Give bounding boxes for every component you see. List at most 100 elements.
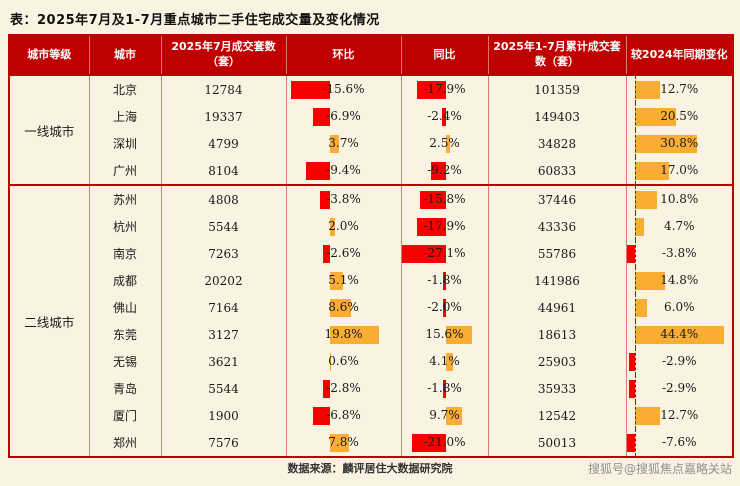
- positive-bar: [634, 134, 697, 153]
- negative-bar: [431, 161, 447, 180]
- mom-bar-cell: -2.8%: [286, 375, 402, 402]
- city-cell: 苏州: [89, 184, 162, 213]
- zero-baseline: [634, 103, 636, 130]
- change-bar-cell: -2.9%: [626, 375, 733, 402]
- footer: 数据来源：麟评居住大数据研究院 搜狐号@搜狐焦点嘉略关站: [0, 460, 740, 478]
- city-cell: 郑州: [89, 429, 162, 457]
- bar-label: 20.5%: [660, 109, 699, 123]
- mom-bar-cell: 19.8%: [286, 321, 402, 348]
- table-row: 东莞 3127 19.8% 15.6% 18613 44.4%: [9, 321, 733, 348]
- cum-volume-cell: 141986: [488, 267, 627, 294]
- bar-label: 8.6%: [328, 300, 359, 314]
- header-jul-volume: 2025年7月成交套数（套）: [161, 35, 287, 76]
- negative-bar: [411, 433, 447, 452]
- bar-label: -9.2%: [427, 163, 462, 177]
- bar-label: -1.8%: [427, 381, 462, 395]
- city-cell: 青岛: [89, 375, 162, 402]
- bar-label: 12.7%: [660, 408, 699, 422]
- mom-bar-cell: 5.1%: [286, 267, 402, 294]
- cum-volume-cell: 101359: [488, 75, 627, 103]
- bar-label: -21.0%: [423, 435, 466, 449]
- change-bar-cell: 20.5%: [626, 103, 733, 130]
- mom-bar-cell: 3.7%: [286, 130, 402, 157]
- yoy-bar-cell: -9.2%: [401, 157, 489, 185]
- city-cell: 广州: [89, 157, 162, 185]
- jul-volume-cell: 1900: [161, 402, 287, 429]
- bar-label: -2.6%: [326, 246, 361, 260]
- bar-label: 10.8%: [660, 192, 699, 206]
- bar-label: -2.9%: [661, 354, 697, 368]
- cum-volume-cell: 34828: [488, 130, 627, 157]
- change-bar-cell: 14.8%: [626, 267, 733, 294]
- yoy-bar-cell: 15.6%: [401, 321, 489, 348]
- bar-label: -3.8%: [326, 192, 361, 206]
- city-cell: 南京: [89, 240, 162, 267]
- negative-bar: [627, 244, 635, 263]
- table-row: 成都 20202 5.1% -1.8% 141986 14.8%: [9, 267, 733, 294]
- yoy-bar-cell: -17.9%: [401, 75, 489, 103]
- bar-label: 12.7%: [660, 82, 699, 96]
- city-cell: 佛山: [89, 294, 162, 321]
- jul-volume-cell: 5544: [161, 375, 287, 402]
- cum-volume-cell: 37446: [488, 184, 627, 213]
- zero-baseline: [634, 157, 636, 184]
- negative-bar: [416, 80, 447, 99]
- bar-label: -2.0%: [427, 300, 462, 314]
- yoy-bar-cell: -1.8%: [401, 375, 489, 402]
- positive-bar: [329, 217, 335, 236]
- yoy-bar-cell: -17.9%: [401, 213, 489, 240]
- city-cell: 杭州: [89, 213, 162, 240]
- negative-bar: [401, 244, 447, 263]
- bar-label: 4.7%: [664, 219, 695, 233]
- bar-label: -2.4%: [427, 109, 462, 123]
- jul-volume-cell: 8104: [161, 157, 287, 185]
- jul-volume-cell: 7576: [161, 429, 287, 457]
- bar-label: 19.8%: [324, 327, 363, 341]
- bar-label: 44.4%: [660, 327, 699, 341]
- yoy-bar-cell: -2.0%: [401, 294, 489, 321]
- watermark: 搜狐号@搜狐焦点嘉略关站: [587, 462, 732, 476]
- cum-volume-cell: 55786: [488, 240, 627, 267]
- table-row: 佛山 7164 8.6% -2.0% 44961 6.0%: [9, 294, 733, 321]
- data-table: 城市等级 城市 2025年7月成交套数（套） 环比 同比 2025年1-7月累计…: [8, 34, 734, 458]
- bar-label: 6.0%: [664, 300, 695, 314]
- change-bar-cell: 6.0%: [626, 294, 733, 321]
- negative-bar: [290, 80, 330, 99]
- cum-volume-cell: 50013: [488, 429, 627, 457]
- bar-label: 2.5%: [429, 136, 460, 150]
- positive-bar: [446, 134, 451, 153]
- zero-baseline: [634, 402, 636, 429]
- table-row: 杭州 5544 2.0% -17.9% 43336 4.7%: [9, 213, 733, 240]
- jul-volume-cell: 7263: [161, 240, 287, 267]
- bar-label: -2.9%: [661, 381, 697, 395]
- jul-volume-cell: 5544: [161, 213, 287, 240]
- change-bar-cell: 17.0%: [626, 157, 733, 185]
- mom-bar-cell: 8.6%: [286, 294, 402, 321]
- jul-volume-cell: 3621: [161, 348, 287, 375]
- positive-bar: [329, 298, 352, 317]
- city-cell: 无锡: [89, 348, 162, 375]
- cum-volume-cell: 25903: [488, 348, 627, 375]
- bar-label: -6.9%: [326, 109, 361, 123]
- bar-label: -15.6%: [322, 82, 365, 96]
- table-row: 郑州 7576 7.8% -21.0% 50013 -7.6%: [9, 429, 733, 457]
- city-cell: 东莞: [89, 321, 162, 348]
- mom-bar-cell: -9.4%: [286, 157, 402, 185]
- change-bar-cell: 12.7%: [626, 402, 733, 429]
- header-cum-volume: 2025年1-7月累计成交套数（套）: [488, 35, 627, 76]
- negative-bar: [443, 379, 447, 398]
- yoy-bar-cell: 4.1%: [401, 348, 489, 375]
- bar-label: 7.8%: [328, 435, 359, 449]
- bar-label: -2.8%: [326, 381, 361, 395]
- bar-label: -17.9%: [423, 219, 466, 233]
- zero-baseline: [634, 294, 636, 321]
- positive-bar: [329, 352, 332, 371]
- positive-bar: [634, 80, 661, 99]
- header-yoy: 同比: [401, 35, 489, 76]
- bar-label: 2.0%: [328, 219, 359, 233]
- page-title: 表：2025年7月及1-7月重点城市二手住宅成交量及变化情况: [10, 13, 380, 28]
- negative-bar: [629, 379, 635, 398]
- bar-label: 30.8%: [660, 136, 699, 150]
- bar-label: 9.7%: [429, 408, 460, 422]
